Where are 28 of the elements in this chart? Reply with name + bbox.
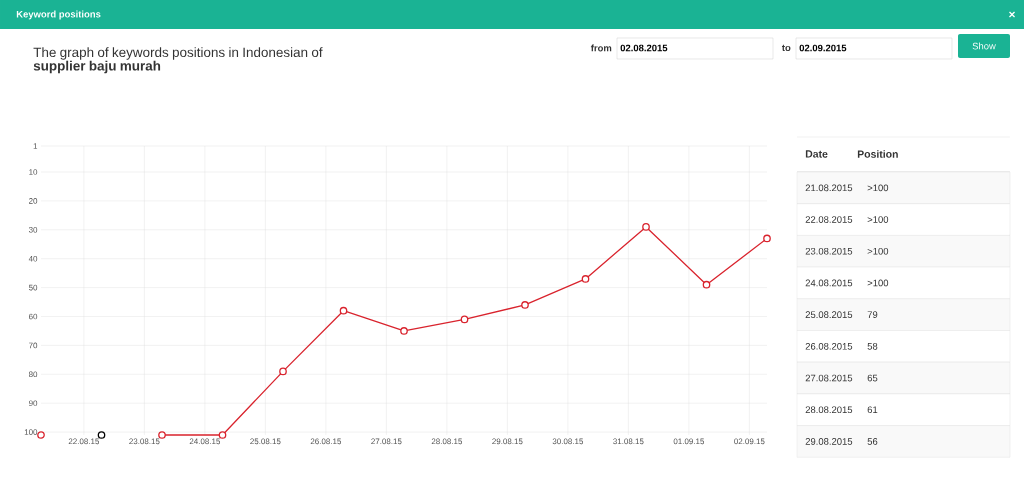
text: Keyword positions xyxy=(16,10,101,20)
text: >100 xyxy=(867,216,889,223)
text: 22.08.2015 xyxy=(805,216,853,223)
text: 02.09.2015 xyxy=(799,44,847,52)
text: 28.08.2015 xyxy=(805,406,853,414)
text: 29.08.2015 xyxy=(805,438,853,445)
text: 79 xyxy=(867,311,878,318)
text: 27.08.2015 xyxy=(805,374,853,382)
text: 65 xyxy=(867,374,878,382)
text: 26.08.2015 xyxy=(805,342,853,350)
text: 21.08.2015 xyxy=(805,184,853,192)
text: 25.08.2015 xyxy=(805,311,853,318)
text: from xyxy=(590,44,612,52)
text: >100 xyxy=(867,279,889,287)
text: 56 xyxy=(867,438,878,445)
text: 61 xyxy=(867,406,878,414)
chart-title: The graph of keywords positions in Indonesian of supplier baju murah xyxy=(33,47,323,74)
text: 23.08.2015 xyxy=(805,247,853,255)
text: to xyxy=(781,44,791,52)
text: 58 xyxy=(867,342,878,350)
text: >100 xyxy=(867,184,889,192)
text: >100 xyxy=(867,247,889,255)
text: 24.08.2015 xyxy=(805,279,853,287)
text: 02.08.2015 xyxy=(620,44,668,52)
text: Position xyxy=(857,150,898,158)
text: × xyxy=(1009,11,1015,18)
text: Show xyxy=(972,42,996,50)
text: Date xyxy=(805,150,828,158)
